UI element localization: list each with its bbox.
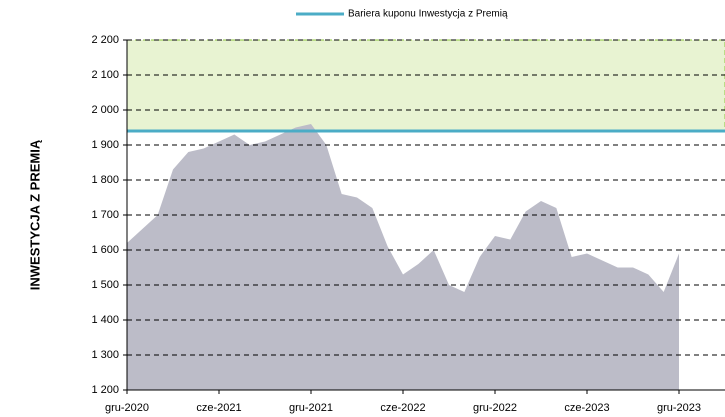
- y-tick-label: 2 200: [91, 34, 119, 46]
- x-tick-label: cze-2023: [564, 402, 609, 414]
- y-tick-label: 1 700: [91, 209, 119, 221]
- x-tick-label: gru-2020: [105, 402, 149, 414]
- x-tick-label: gru-2021: [289, 402, 333, 414]
- x-tick-label: cze-2022: [380, 402, 425, 414]
- barrier-zone: [126, 39, 725, 132]
- y-tick-label: 2 100: [91, 69, 119, 81]
- y-tick-label: 2 000: [91, 104, 119, 116]
- x-tick-label: gru-2023: [657, 402, 701, 414]
- area: [127, 124, 679, 390]
- y-tick-label: 1 400: [91, 314, 119, 326]
- y-axis-label: INWESTYCJA Z PREMIĄ: [27, 139, 42, 290]
- legend-label: Bariera kuponu Inwestycja z Premią: [348, 9, 508, 20]
- y-tick-label: 1 900: [91, 139, 119, 151]
- y-tick-label: 1 500: [91, 279, 119, 291]
- y-tick-label: 1 800: [91, 174, 119, 186]
- y-tick-label: 1 200: [91, 384, 119, 396]
- y-tick-label: 1 300: [91, 349, 119, 361]
- x-tick-label: cze-2021: [196, 402, 241, 414]
- x-tick-label: gru-2022: [473, 402, 517, 414]
- y-tick-label: 1 600: [91, 244, 119, 256]
